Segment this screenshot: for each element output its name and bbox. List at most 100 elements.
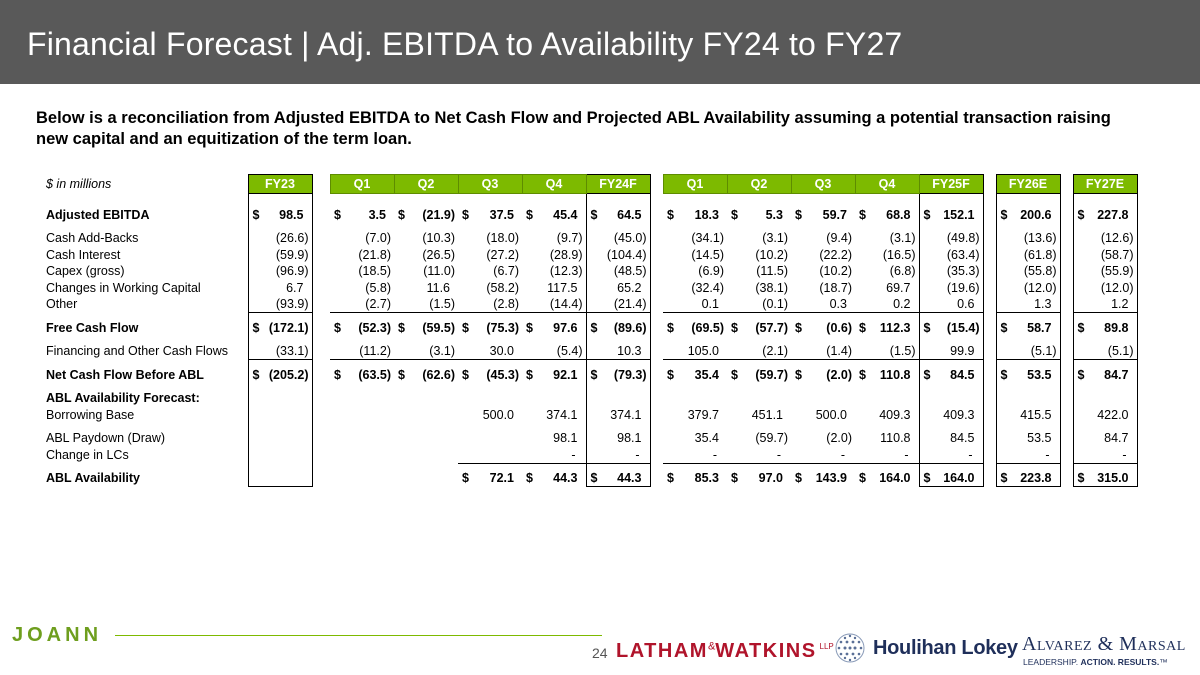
cell-value: (61.8)	[1023, 247, 1057, 262]
table-cell	[247, 430, 313, 447]
cell-value: 374.1	[546, 407, 578, 422]
table-row: Changes in Working Capital 6.7 (5.8) 11.6 (5…	[40, 279, 1138, 297]
cell-value: 0.1	[701, 297, 719, 311]
table-cell: $59.7	[791, 207, 855, 224]
cell-value: -	[968, 447, 973, 462]
table-cell: (10.2)	[791, 263, 855, 280]
currency-symbol: $	[859, 320, 866, 335]
currency-symbol: $	[795, 367, 802, 382]
table-cell: (10.2)	[727, 247, 791, 264]
am-tagline-tm: ™	[1159, 657, 1168, 667]
cell-value: 44.3	[617, 471, 642, 485]
cell-value: (28.9)	[549, 247, 583, 262]
table-cell: (18.7)	[791, 280, 855, 297]
table-cell: 65.2	[585, 279, 651, 296]
table-cell: $ (69.5)	[663, 320, 727, 337]
currency-symbol: $	[1000, 320, 1008, 335]
table-cell: (11.2)	[330, 343, 394, 360]
table-cell: 409.3	[855, 407, 919, 424]
table-cell: 451.1	[727, 407, 791, 424]
table-cell: (33.1)	[247, 343, 313, 360]
row-label: Other	[46, 297, 78, 312]
table-cell	[663, 390, 727, 407]
table-cell: -	[855, 446, 919, 464]
currency-symbol: $	[462, 367, 469, 382]
latham-second: WATKINS	[715, 640, 817, 662]
cell-value: 44.3	[553, 471, 578, 486]
table-cell: $84.7	[1072, 366, 1138, 383]
cell-value: -	[712, 447, 717, 462]
cell-value: (32.4)	[691, 280, 724, 295]
column-header: Q1	[329, 174, 395, 194]
row-label: Adjusted EBITDA	[46, 207, 150, 222]
table-cell	[330, 470, 394, 487]
table-cell: (10.3)	[394, 230, 458, 247]
currency-symbol: $	[923, 320, 931, 335]
table-cell: (5.4)	[522, 343, 586, 360]
table-cell: (27.2)	[458, 247, 522, 264]
cell-value: (10.3)	[422, 231, 455, 246]
cell-value: 1.2	[1111, 297, 1129, 311]
cell-value: 35.4	[694, 431, 719, 446]
cell-value: (9.4)	[826, 231, 852, 246]
cell-value: (12.6)	[1100, 231, 1134, 246]
table-cell: (35.3)	[918, 263, 984, 280]
cell-value: (63.4)	[946, 247, 980, 262]
table-cell: (21.8)	[330, 247, 394, 264]
currency-symbol: $	[859, 207, 866, 222]
cell-value: (38.1)	[755, 280, 788, 295]
table-cell: 0.2	[855, 296, 919, 313]
cell-value: 30.0	[489, 344, 514, 358]
table-cell: (14.5)	[663, 247, 727, 264]
currency-symbol: $	[1000, 471, 1008, 485]
cell-value: (26.5)	[422, 247, 455, 262]
column-header: Q2	[726, 174, 792, 194]
table-cell: (13.6)	[995, 230, 1061, 247]
table-cell: 105.0	[663, 343, 727, 360]
table-cell: $ (59.5)	[394, 320, 458, 337]
table-cell: (3.1)	[855, 230, 919, 247]
cell-value: (3.1)	[889, 231, 916, 246]
cell-value: 64.5	[617, 207, 642, 222]
cell-value: 98.5	[279, 207, 304, 222]
cell-value: (11.2)	[359, 344, 391, 358]
table-row: Net Cash Flow Before ABL $ (205.2) $ (63.5) $…	[40, 366, 1138, 383]
financial-table: $ in millions FY23 Q1 Q2 Q3 Q4 FY24F Q1 Q2 Q3 Q4 FY…	[40, 174, 1138, 487]
table-cell: (38.1)	[727, 280, 791, 297]
table-cell: $37.5	[458, 207, 522, 224]
table-cell: -	[791, 446, 855, 464]
table-cell: $89.8	[1072, 319, 1138, 336]
table-cell: (19.6)	[918, 279, 984, 296]
table-cell: (12.0)	[1072, 279, 1138, 296]
table-cell: (93.9)	[247, 296, 313, 313]
table-cell	[855, 390, 919, 407]
cell-value: (1.5)	[429, 297, 455, 311]
row-label: Capex (gross)	[46, 264, 125, 279]
cell-value: (9.7)	[556, 231, 583, 246]
table-cell: 53.5	[995, 430, 1061, 447]
table-cell: $53.5	[995, 366, 1061, 383]
currency-symbol: $	[252, 320, 260, 335]
table-cell: (2.8)	[458, 296, 522, 313]
cell-value: 227.8	[1097, 207, 1129, 222]
column-header: FY27E	[1072, 174, 1138, 194]
currency-symbol: $	[731, 367, 738, 382]
table-cell: (11.0)	[394, 263, 458, 280]
table-cell: $ (79.3)	[585, 366, 651, 383]
currency-symbol: $	[667, 367, 674, 382]
table-cell: 1.2	[1072, 296, 1138, 313]
table-cell: $84.5	[918, 366, 984, 383]
table-row: Capex (gross) (96.9) (18.5) (11.0) (6.7) (12.…	[40, 263, 1138, 280]
table-cell: 422.0	[1072, 406, 1138, 423]
table-cell	[247, 470, 313, 487]
cell-value: 84.7	[1104, 431, 1129, 446]
table-cell: $152.1	[918, 206, 984, 223]
table-row: ABL Paydown (Draw) 98.1 98.1 35.4 (59.7) (2.0…	[40, 430, 1138, 447]
table-cell: $200.6	[995, 206, 1061, 223]
cell-value: (5.1)	[1107, 344, 1134, 358]
table-cell: 84.5	[918, 430, 984, 447]
table-cell: 1.3	[995, 296, 1061, 313]
cell-value: (18.7)	[819, 280, 852, 295]
table-cell: (12.0)	[995, 279, 1061, 296]
table-cell: (3.1)	[727, 230, 791, 247]
